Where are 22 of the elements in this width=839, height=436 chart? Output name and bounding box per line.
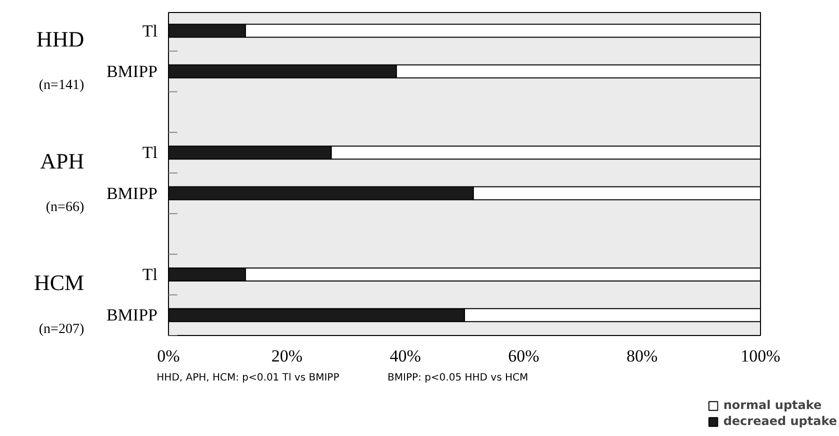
text: APH <box>40 148 84 174</box>
y-tick-label: BMIPP <box>106 62 158 81</box>
x-tick-label: 100% <box>740 346 780 366</box>
text: BMIPP: p<0.05 HHD vs HCM <box>388 372 528 384</box>
x-tick-label: 40% <box>390 346 421 366</box>
text: HHD <box>36 26 84 52</box>
legend-label: normal uptake <box>723 398 822 412</box>
text: HCM <box>34 270 84 296</box>
y-tick-label: BMIPP <box>106 184 158 203</box>
y-tick-label: Tl <box>142 265 158 284</box>
text: (n=141) <box>38 78 84 94</box>
y-tick-label: Tl <box>142 21 158 40</box>
x-tick-label: 0% <box>157 346 180 366</box>
x-tick-label: 20% <box>271 346 302 366</box>
y-tick-label: Tl <box>142 143 158 162</box>
y-tick-label: BMIPP <box>106 306 158 325</box>
text: HHD, APH, HCM: p<0.01 Tl vs BMIPP <box>156 372 340 384</box>
text: (n=66) <box>46 200 84 216</box>
text: (n=207) <box>38 322 84 337</box>
x-tick-label: 80% <box>626 346 658 366</box>
legend-label: decreaed uptake <box>723 414 837 428</box>
x-tick-label: 60% <box>508 346 540 366</box>
